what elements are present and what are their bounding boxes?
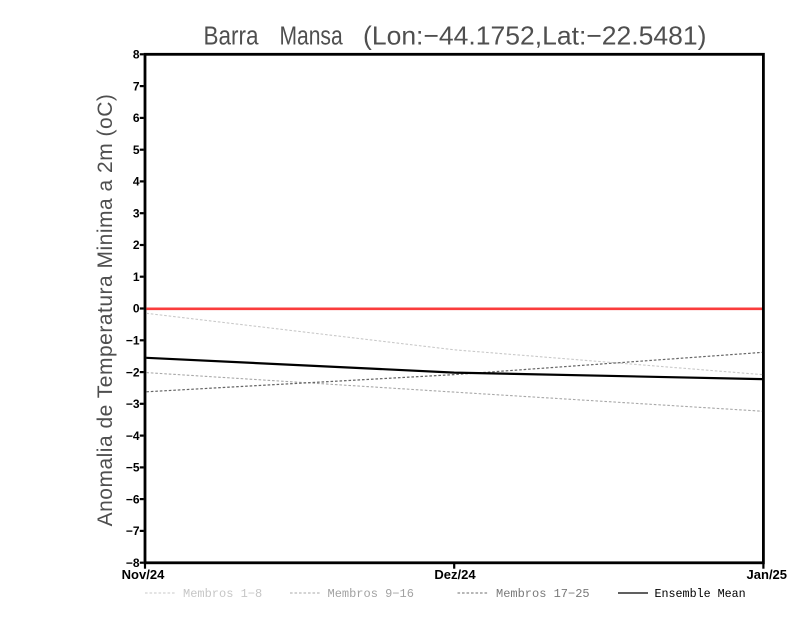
svg-text:Nov/24: Nov/24 [122,567,165,582]
svg-text:4: 4 [133,175,140,189]
svg-text:6: 6 [133,111,140,125]
svg-text:Jan/25: Jan/25 [747,567,787,582]
svg-text:0: 0 [133,302,140,316]
svg-text:−1: −1 [126,334,140,348]
svg-text:−6: −6 [126,492,140,506]
svg-text:(Lon:−44.1752,Lat:−22.5481): (Lon:−44.1752,Lat:−22.5481) [363,21,706,51]
svg-text:−7: −7 [126,524,140,538]
svg-text:−2: −2 [126,365,140,379]
svg-text:2: 2 [133,238,140,252]
svg-text:Anomalia de Temperatura Minima: Anomalia de Temperatura Minima a 2m (oC) [94,94,117,527]
svg-text:−5: −5 [126,461,140,475]
svg-text:−4: −4 [126,429,140,443]
svg-text:Dez/24: Dez/24 [434,567,476,582]
svg-text:−8: −8 [126,556,140,570]
svg-text:5: 5 [133,143,140,157]
svg-text:Ensemble Mean: Ensemble Mean [655,587,746,601]
svg-text:Barra: Barra [204,22,259,51]
svg-text:Membros 9−16: Membros 9−16 [328,587,414,601]
svg-text:Membros 17−25: Membros 17−25 [496,587,590,601]
svg-text:8: 8 [133,48,140,62]
svg-text:7: 7 [133,79,140,93]
svg-text:3: 3 [133,206,140,220]
svg-text:1: 1 [133,270,140,284]
svg-text:Membros 1−8: Membros 1−8 [183,587,262,601]
svg-text:Mansa: Mansa [280,23,344,52]
svg-text:−3: −3 [126,397,140,411]
